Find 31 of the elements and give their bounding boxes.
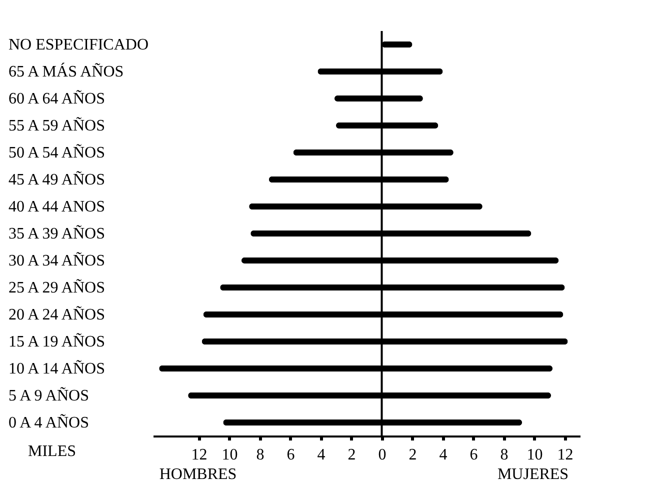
x-tick-label: 4 <box>439 446 448 464</box>
x-tick-label: 8 <box>500 446 508 464</box>
text: HOMBRES <box>159 466 237 483</box>
x-tick-label: 2 <box>408 446 417 464</box>
x-tick-label: 6 <box>470 446 478 464</box>
y-tick-label: 30 A 34 AÑOS <box>8 252 105 270</box>
text: MUJERES <box>497 466 569 483</box>
x-tick-label: 6 <box>286 446 295 464</box>
y-tick-label: 15 A 19 AÑOS <box>8 332 105 350</box>
y-tick-label: 10 A 14 AÑOS <box>8 360 105 378</box>
x-tick-label: 10 <box>526 446 543 464</box>
y-tick-label: 50 A 54 AÑOS <box>8 144 105 162</box>
y-tick-label: 0 A 4 AÑOS <box>8 414 89 432</box>
y-tick-label: 45 A 49 AÑOS <box>8 170 105 188</box>
x-tick-label: 12 <box>557 446 574 464</box>
x-tick-label: 0 <box>378 446 386 464</box>
x-tick-label: 4 <box>317 446 326 464</box>
y-tick-label: 65 A MÁS AÑOS <box>8 62 124 80</box>
x-tick-label: 2 <box>348 446 356 464</box>
y-tick-label: 40 A 44 ANOS <box>8 198 105 216</box>
x-tick-label: 12 <box>191 446 208 464</box>
y-tick-label: 55 A 59 AÑOS <box>8 116 105 134</box>
y-tick-label: 25 A 29 AÑOS <box>8 278 105 296</box>
x-tick-label: 10 <box>222 446 238 464</box>
y-tick-label: 60 A 64 AÑOS <box>8 90 105 108</box>
x-tick-label: 8 <box>256 446 264 464</box>
y-tick-label: 20 A 24 AÑOS <box>8 306 105 324</box>
y-tick-label: NO ESPECIFICADO <box>8 36 149 54</box>
y-tick-label: 35 A 39 AÑOS <box>8 224 105 242</box>
text: MILES <box>28 443 76 460</box>
y-tick-label: 5 A 9 AÑOS <box>8 386 89 404</box>
